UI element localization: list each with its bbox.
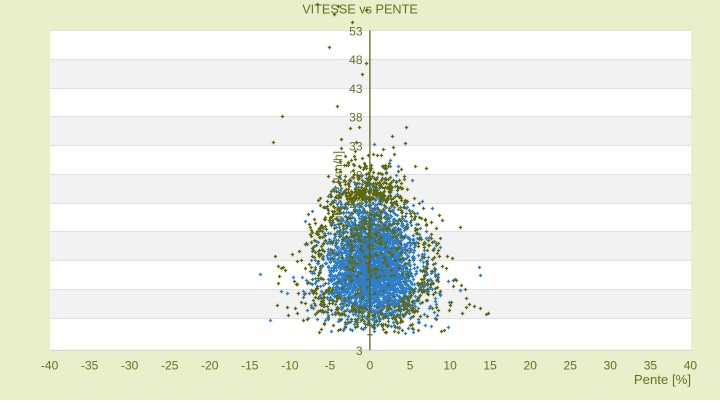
svg-text:43: 43 — [349, 82, 363, 96]
svg-text:40: 40 — [684, 358, 698, 372]
svg-text:33: 33 — [349, 140, 363, 154]
svg-text:-20: -20 — [201, 358, 219, 372]
svg-text:-35: -35 — [81, 358, 99, 372]
svg-text:8: 8 — [356, 283, 363, 297]
svg-text:35: 35 — [644, 358, 658, 372]
svg-text:5: 5 — [407, 358, 414, 372]
svg-text:15: 15 — [483, 358, 497, 372]
svg-text:10: 10 — [443, 358, 457, 372]
svg-text:-15: -15 — [241, 358, 259, 372]
svg-text:-5: -5 — [325, 358, 336, 372]
svg-text:-25: -25 — [161, 358, 179, 372]
svg-text:38: 38 — [349, 111, 363, 125]
svg-text:-10: -10 — [281, 358, 299, 372]
svg-text:0: 0 — [367, 358, 374, 372]
svg-text:53: 53 — [349, 24, 363, 38]
svg-text:-30: -30 — [121, 358, 139, 372]
svg-text:3: 3 — [356, 312, 363, 326]
svg-text:48: 48 — [349, 53, 363, 67]
svg-text:Pente [%]: Pente [%] — [634, 372, 691, 387]
svg-text:3: 3 — [356, 344, 363, 358]
svg-text:VITESSE vs PENTE: VITESSE vs PENTE — [302, 3, 418, 17]
svg-text:25: 25 — [564, 358, 578, 372]
svg-text:20: 20 — [524, 358, 538, 372]
svg-text:30: 30 — [604, 358, 618, 372]
svg-text:-40: -40 — [41, 358, 59, 372]
